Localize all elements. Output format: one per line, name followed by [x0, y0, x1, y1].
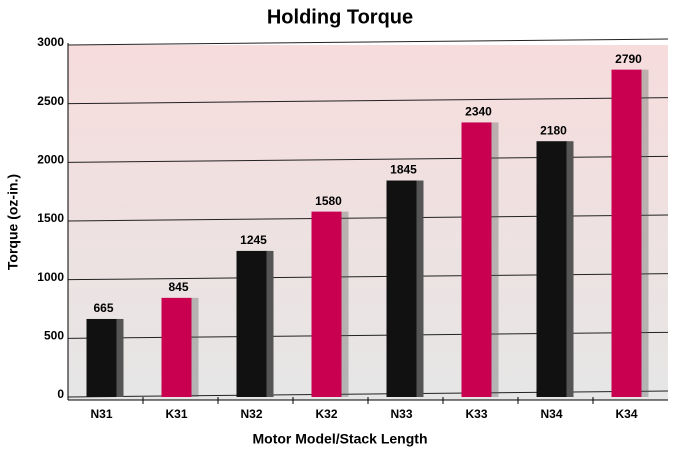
- data-label: 1245: [240, 233, 267, 247]
- x-tick-label: K33: [465, 407, 487, 421]
- data-label: 665: [93, 301, 113, 315]
- x-tick-label: N32: [240, 407, 262, 421]
- y-axis-label: Torque (oz-in.): [5, 174, 21, 270]
- y-tick-label: 3000: [37, 35, 64, 49]
- x-tick-label: N34: [540, 407, 562, 421]
- data-label: 845: [168, 280, 188, 294]
- y-tick-label: 1500: [37, 211, 64, 225]
- bar: [161, 297, 192, 397]
- x-tick-label: N33: [390, 407, 412, 421]
- y-tick-label: 1000: [37, 270, 64, 284]
- chart-title: Holding Torque: [267, 6, 413, 28]
- x-tick-label: N31: [90, 407, 112, 421]
- bar-side: [265, 250, 274, 397]
- bar: [311, 211, 342, 397]
- bar: [536, 141, 567, 397]
- y-tick-label: 2000: [37, 153, 64, 167]
- data-label: 2340: [465, 105, 492, 119]
- bar: [236, 250, 267, 397]
- bar-side: [340, 211, 349, 397]
- grid-line: [67, 97, 669, 105]
- bar-side: [415, 180, 424, 397]
- bar: [461, 122, 492, 397]
- bar-side: [190, 297, 199, 397]
- data-label: 2180: [540, 123, 567, 137]
- bar-side: [490, 122, 499, 397]
- x-axis-label: Motor Model/Stack Length: [253, 431, 428, 447]
- data-label: 1845: [390, 163, 417, 177]
- x-tick-label: K34: [615, 407, 637, 421]
- bar-side: [115, 318, 124, 397]
- data-label: 2790: [615, 52, 642, 66]
- x-tick-label: K31: [165, 407, 187, 421]
- bar: [611, 69, 642, 397]
- y-tick-label: 500: [44, 329, 64, 343]
- x-tick-label: K32: [315, 407, 337, 421]
- bar-side: [565, 141, 574, 397]
- bar-side: [640, 69, 649, 397]
- y-tick-label: 0: [57, 387, 64, 401]
- data-label: 1580: [315, 194, 342, 208]
- grid-line: [67, 38, 669, 46]
- y-tick-label: 2500: [37, 94, 64, 108]
- bar: [386, 180, 417, 397]
- bar: [86, 318, 117, 397]
